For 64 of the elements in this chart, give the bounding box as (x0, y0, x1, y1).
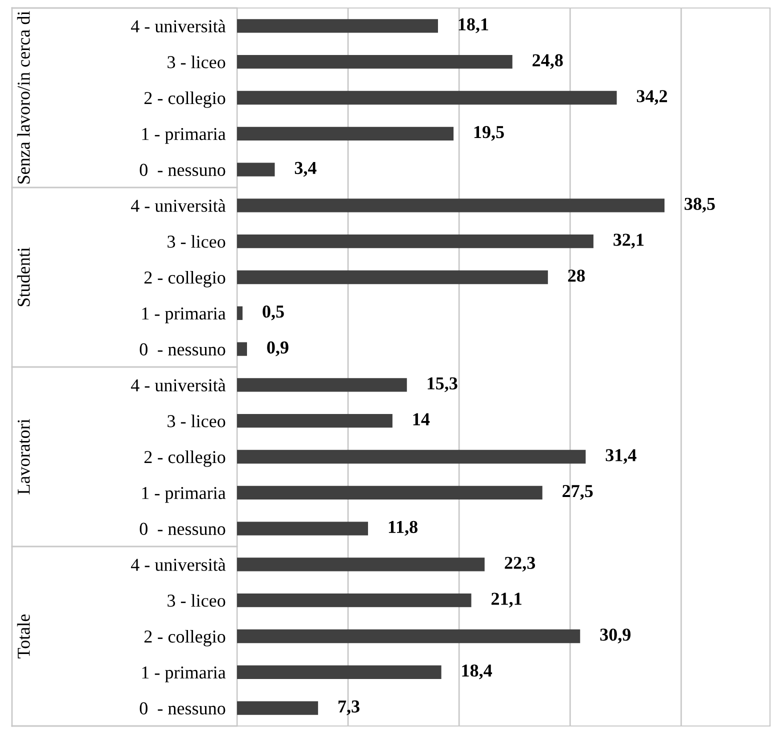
data-label: 18,4 (462, 664, 492, 680)
y-tick-label: 3 - liceo (168, 594, 226, 607)
text: Senza lavoro/in cerca di (17, 11, 30, 184)
bar (237, 306, 243, 320)
text: Lavoratori (18, 418, 30, 494)
bar (237, 342, 247, 356)
bar (237, 414, 392, 428)
y-tick-label: 4 - università (130, 199, 226, 212)
y-tick-label: 4 - università (130, 20, 226, 32)
data-label: 24,8 (532, 54, 563, 69)
y-tick-label: 0 - nessuno (140, 702, 226, 714)
bar (237, 55, 512, 69)
y-tick-label: 1 - primaria (142, 486, 226, 503)
bar (237, 19, 438, 33)
y-tick-label: 4 - università (130, 378, 226, 392)
y-tick-label: 4 - università (130, 558, 226, 571)
bar (237, 378, 407, 392)
text: Totale (17, 614, 30, 658)
y-tick-label: 2 - collegio (144, 270, 226, 288)
bar (237, 90, 617, 105)
y-tick-label: 1 - primaria (142, 666, 226, 682)
data-label: 18,1 (458, 18, 488, 34)
bar (237, 234, 594, 248)
data-label: 32,1 (614, 234, 644, 248)
y-tick-label: 2 - collegio (144, 630, 226, 646)
y-tick-label: 1 - primaria (142, 128, 226, 144)
data-label: 0,5 (262, 305, 284, 320)
data-label: 14 (413, 413, 430, 426)
data-label: 3,4 (294, 162, 316, 177)
bar (237, 665, 442, 679)
bar (237, 162, 275, 176)
bar (237, 126, 454, 140)
data-label: 21,1 (492, 592, 522, 608)
y-tick-label: 1 - primaria (142, 307, 226, 324)
data-label: 28 (568, 270, 585, 282)
bar (237, 522, 368, 536)
y-tick-label: 0 - nessuno (140, 164, 226, 176)
data-label: 19,5 (474, 126, 504, 141)
data-label: 7,3 (338, 700, 360, 716)
y-tick-label: 3 - liceo (168, 414, 226, 428)
bar (237, 486, 542, 500)
bar (237, 270, 548, 284)
bar (237, 450, 586, 464)
y-tick-label: 0 - nessuno (140, 343, 226, 356)
data-label: 0,9 (267, 341, 288, 356)
bar (237, 701, 318, 715)
bar (237, 594, 472, 608)
text: Studenti (17, 248, 30, 306)
bar (237, 198, 665, 212)
bar (237, 558, 485, 572)
y-tick-label: 3 - liceo (168, 235, 226, 248)
data-label: 31,4 (606, 449, 636, 464)
y-tick-label: 0 - nessuno (140, 522, 226, 535)
data-label: 11,8 (388, 520, 418, 536)
y-tick-label: 3 - liceo (168, 56, 226, 68)
data-label: 34,2 (636, 90, 668, 105)
y-tick-label: 2 - collegio (144, 450, 226, 467)
y-tick-label: 2 - collegio (144, 91, 226, 108)
data-label: 30,9 (600, 628, 631, 644)
data-label: 15,3 (428, 377, 458, 392)
data-label: 38,5 (684, 198, 715, 213)
data-label: 22,3 (504, 556, 536, 572)
data-label: 27,5 (562, 485, 593, 500)
bar (237, 629, 580, 644)
